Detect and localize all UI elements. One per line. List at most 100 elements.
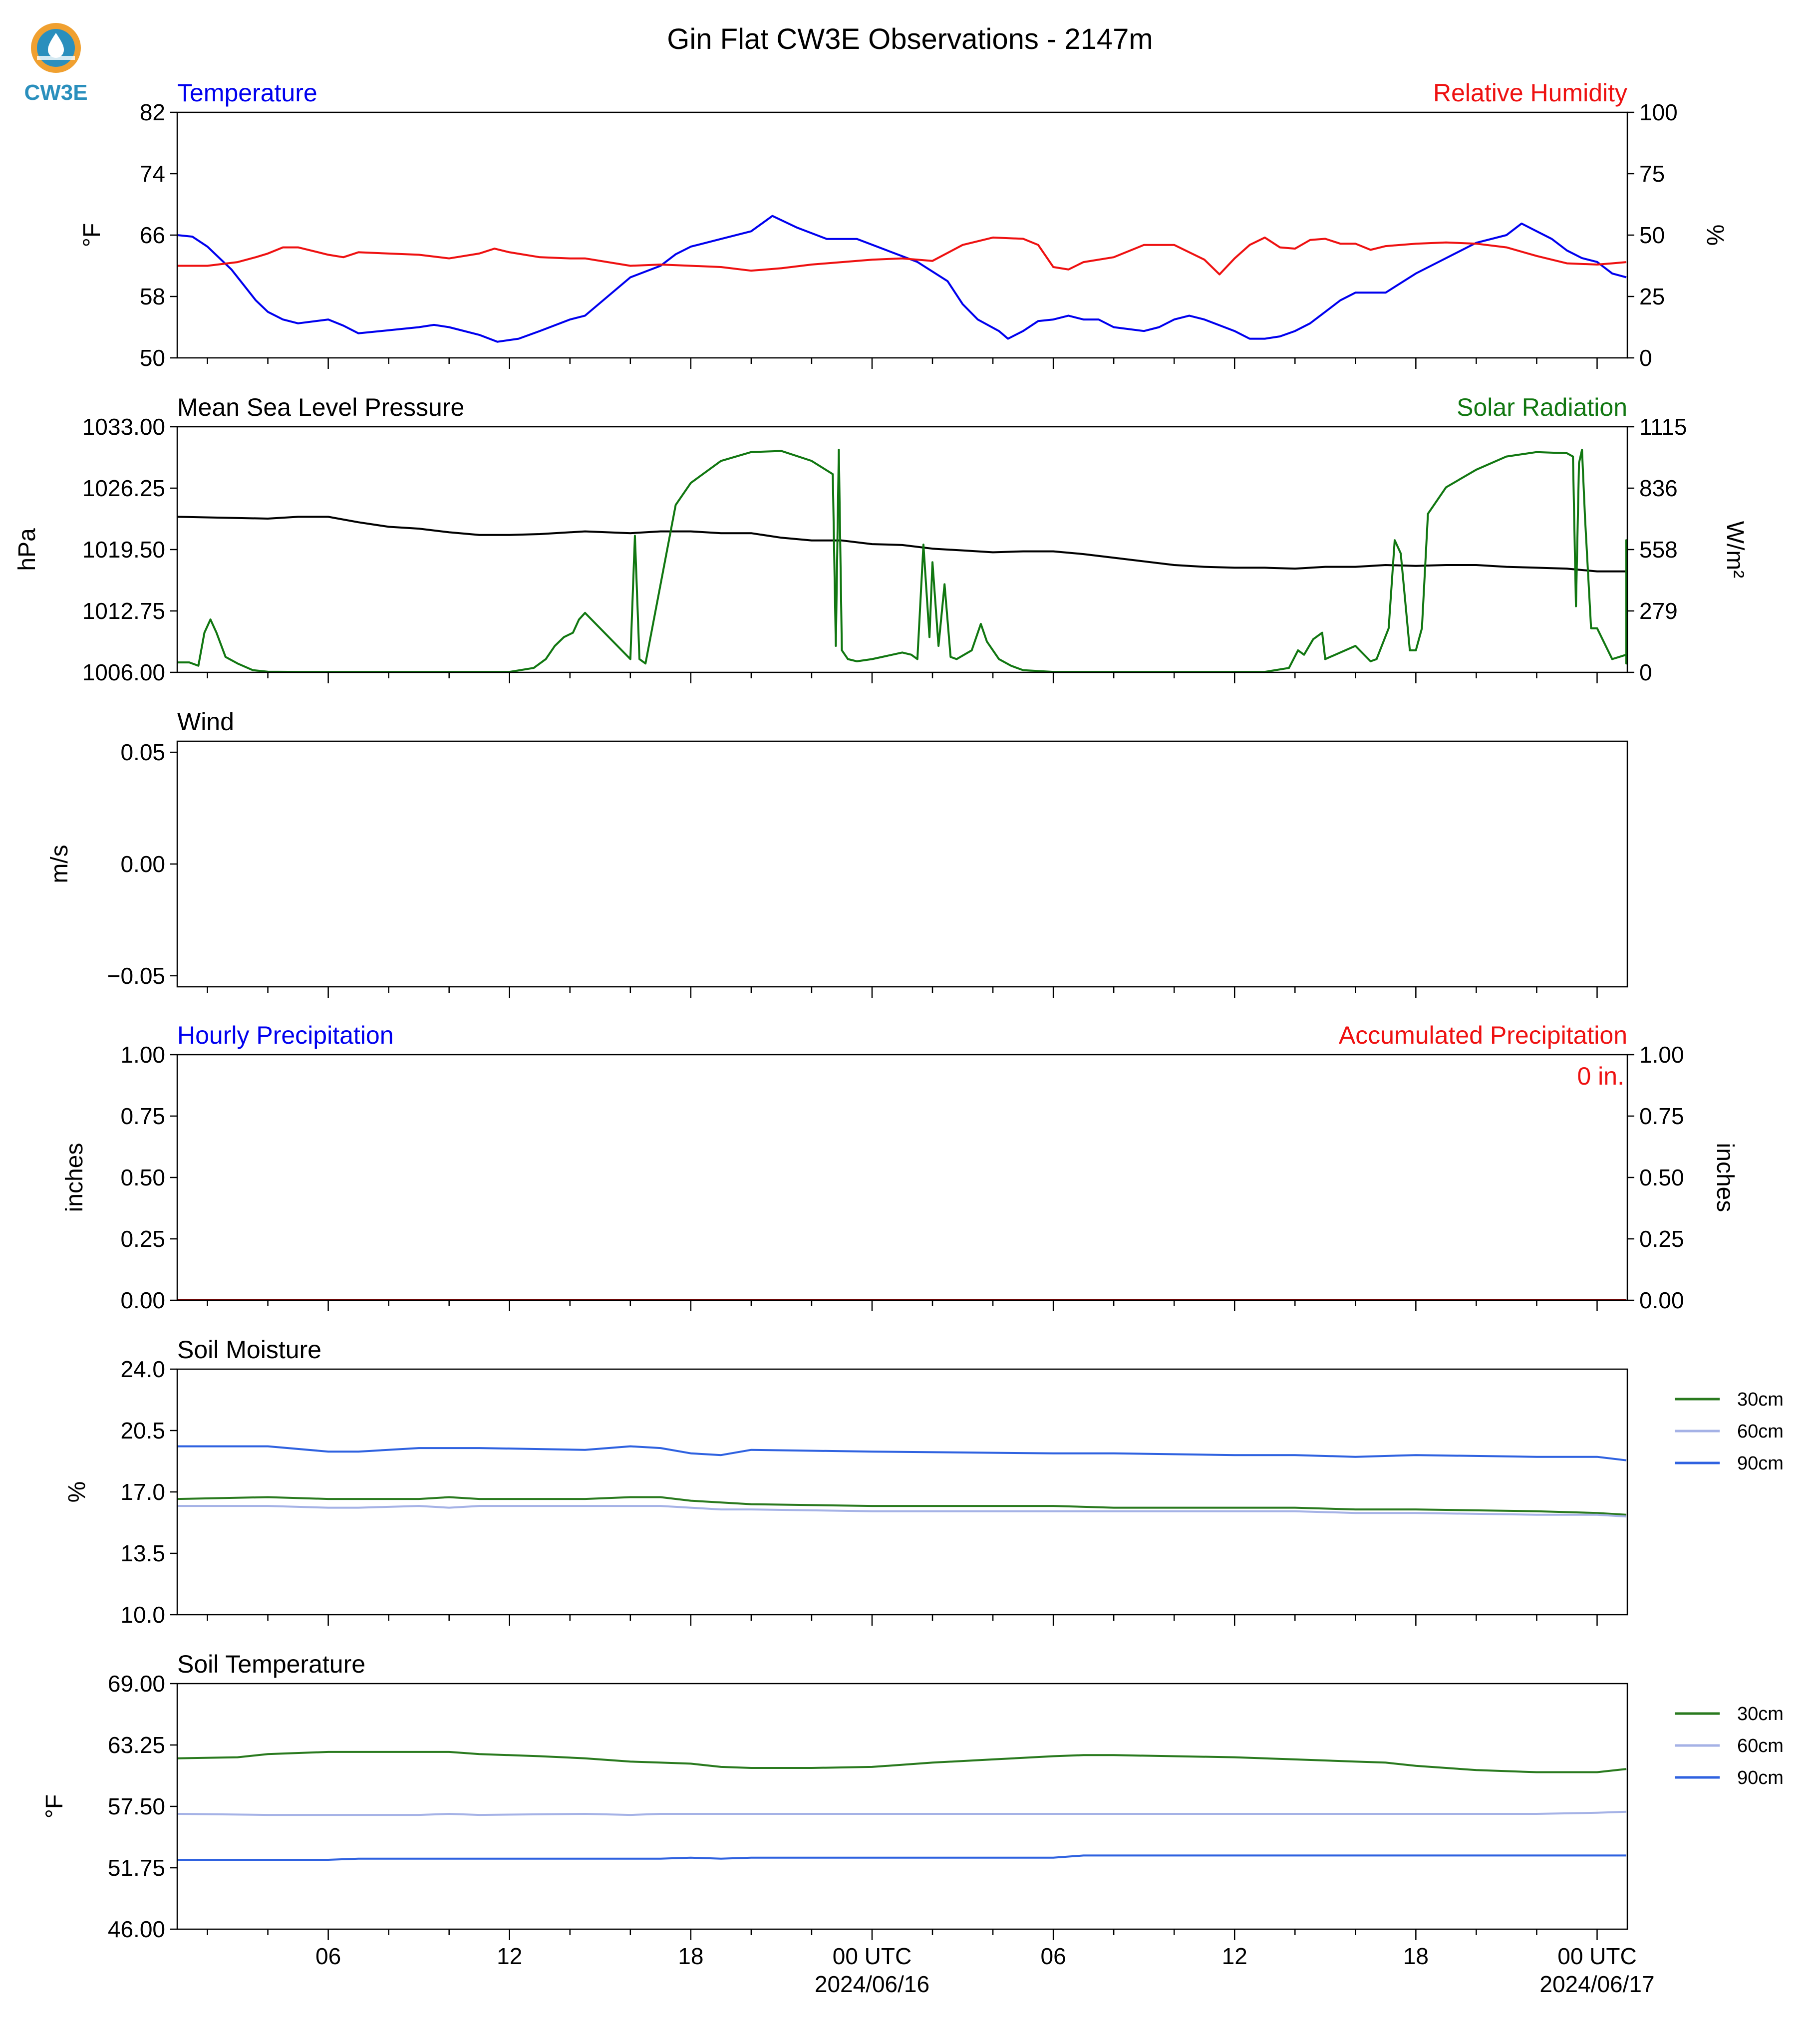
panel-title-left: Soil Temperature bbox=[177, 1650, 365, 1678]
x-tick-label: 00 UTC bbox=[833, 1943, 911, 1969]
y-tick-label-right: 558 bbox=[1639, 537, 1678, 563]
y-axis-label-left: % bbox=[64, 1481, 90, 1503]
logo-wave-icon bbox=[37, 56, 75, 60]
x-date-label: 2024/06/16 bbox=[815, 1971, 929, 1997]
y-tick-label-left: 17.0 bbox=[120, 1479, 165, 1505]
y-tick-label-left: 50 bbox=[140, 345, 165, 371]
panel-title-left: Soil Moisture bbox=[177, 1336, 321, 1364]
water-drop-icon bbox=[48, 33, 64, 58]
y-tick-label-left: 10.0 bbox=[120, 1602, 165, 1628]
y-tick-label-left: 82 bbox=[140, 99, 165, 125]
y-axis-label-left: °F bbox=[41, 1794, 68, 1819]
plot-frame bbox=[176, 1683, 1628, 1930]
legend-label-30cm: 30cm bbox=[1737, 1704, 1784, 1725]
y-axis-label-right: % bbox=[1702, 225, 1728, 246]
y-tick-label-left: 1012.75 bbox=[82, 598, 165, 624]
y-tick-label-left: 46.00 bbox=[108, 1916, 165, 1942]
plot-frame bbox=[176, 1054, 1628, 1301]
y-tick-label-left: 0.75 bbox=[120, 1103, 165, 1129]
series-line-mean-sea-level-pressure bbox=[177, 516, 1626, 573]
y-axis-label-left: inches bbox=[61, 1143, 88, 1212]
panel-title-left: Hourly Precipitation bbox=[177, 1021, 394, 1049]
y-tick-label-right: 1115 bbox=[1639, 414, 1687, 440]
y-tick-label-right: 279 bbox=[1639, 598, 1678, 624]
legend-label-60cm: 60cm bbox=[1737, 1421, 1784, 1442]
accumulated-total-annotation: 0 in. bbox=[1577, 1062, 1624, 1090]
plot-frame bbox=[176, 740, 1628, 988]
y-tick-label-left: 0.00 bbox=[120, 851, 165, 877]
y-tick-label-left: 1.00 bbox=[120, 1042, 165, 1068]
series-line-relative-humidity bbox=[177, 236, 1627, 276]
panel-title-left: Wind bbox=[177, 708, 234, 736]
series-line-solar-radiation bbox=[177, 449, 1627, 673]
y-tick-label-right: 50 bbox=[1639, 222, 1665, 248]
series-line-30cm bbox=[177, 1750, 1627, 1773]
panel-title-right: Accumulated Precipitation bbox=[1339, 1021, 1627, 1049]
y-tick-label-right: 25 bbox=[1639, 284, 1665, 309]
y-tick-label-left: 0.00 bbox=[120, 1287, 165, 1313]
y-tick-label-right: 0.00 bbox=[1639, 1287, 1684, 1313]
y-tick-label-right: 0.50 bbox=[1639, 1164, 1684, 1190]
panel-3: 0.00 0.25 0.50 0.75 1.00 0.00 0.25 0.50 0.75 1.00… bbox=[61, 1021, 1738, 1313]
y-axis-label-left: °F bbox=[79, 223, 105, 248]
plot-frame bbox=[176, 111, 1628, 359]
panel-2: −0.05 0.00 0.05 Wind m/s bbox=[46, 708, 1628, 998]
chart-title: Gin Flat CW3E Observations - 2147m bbox=[667, 23, 1153, 55]
y-tick-label-right: 75 bbox=[1639, 161, 1665, 187]
y-tick-label-left: 74 bbox=[140, 161, 165, 187]
legend-label-60cm: 60cm bbox=[1737, 1736, 1784, 1756]
y-tick-label-left: 0.25 bbox=[120, 1226, 165, 1252]
y-tick-label-left: 24.0 bbox=[120, 1356, 165, 1382]
legend-label-90cm: 90cm bbox=[1737, 1453, 1784, 1474]
y-tick-label-right: 0 bbox=[1639, 659, 1652, 685]
legend-label-90cm: 90cm bbox=[1737, 1767, 1784, 1788]
y-tick-label-left: 51.75 bbox=[108, 1855, 165, 1881]
x-tick-label: 06 bbox=[1041, 1943, 1066, 1969]
y-tick-label-left: 0.50 bbox=[120, 1164, 165, 1190]
series-line-60cm bbox=[177, 1810, 1627, 1816]
panel-title-left: Temperature bbox=[177, 79, 317, 107]
legend-label-30cm: 30cm bbox=[1737, 1389, 1784, 1410]
panel-title-right: Solar Radiation bbox=[1457, 393, 1627, 421]
x-tick-label: 06 bbox=[315, 1943, 341, 1969]
x-tick-label: 12 bbox=[497, 1943, 522, 1969]
y-tick-label-left: 1019.50 bbox=[82, 537, 165, 563]
series-line-60cm bbox=[177, 1505, 1627, 1518]
y-tick-label-right: 0.25 bbox=[1639, 1226, 1684, 1252]
y-tick-label-left: 66 bbox=[140, 222, 165, 248]
y-tick-label-left: 1033.00 bbox=[82, 414, 165, 440]
y-tick-label-right: 1.00 bbox=[1639, 1042, 1684, 1068]
y-tick-label-left: 13.5 bbox=[120, 1540, 165, 1566]
panel-4: 10.0 13.5 17.0 20.5 24.0 Soil Moisture% 30cm 60… bbox=[64, 1336, 1784, 1628]
y-tick-label-left: 1026.25 bbox=[82, 475, 165, 501]
y-tick-label-left: 1006.00 bbox=[82, 659, 165, 685]
series-line-temperature bbox=[177, 215, 1627, 343]
panel-title-right: Relative Humidity bbox=[1433, 79, 1627, 107]
x-tick-label: 12 bbox=[1222, 1943, 1247, 1969]
plot-frame bbox=[176, 1368, 1628, 1616]
y-tick-label-left: 58 bbox=[140, 284, 165, 309]
y-axis-label-right: inches bbox=[1712, 1143, 1738, 1212]
y-tick-label-left: 57.50 bbox=[108, 1793, 165, 1819]
panel-5: 46.00 51.75 57.50 63.25 69.00 Soil Temperatur… bbox=[41, 1650, 1784, 1942]
plot-frame bbox=[176, 426, 1628, 673]
y-tick-label-left: 69.00 bbox=[108, 1671, 165, 1697]
y-tick-label-right: 0.75 bbox=[1639, 1103, 1684, 1129]
series-line-90cm bbox=[177, 1854, 1626, 1861]
panel-0: 50 58 66 74 82 0 25 50 75 100 Temperature Relative … bbox=[79, 79, 1728, 371]
y-tick-label-right: 100 bbox=[1639, 99, 1678, 125]
panel-1: 1006.00 1012.75 1019.50 1026.25 1033.00 0 279 5… bbox=[14, 393, 1748, 685]
y-tick-label-left: −0.05 bbox=[107, 963, 165, 989]
y-axis-label-left: m/s bbox=[46, 845, 73, 883]
y-tick-label-left: 63.25 bbox=[108, 1732, 165, 1758]
y-tick-label-left: 0.05 bbox=[120, 739, 165, 765]
panel-title-left: Mean Sea Level Pressure bbox=[177, 393, 464, 421]
y-tick-label-right: 0 bbox=[1639, 345, 1652, 371]
x-tick-label: 00 UTC bbox=[1557, 1943, 1636, 1969]
logo-text: CW3E bbox=[24, 80, 87, 105]
y-axis-label-right: W/m² bbox=[1722, 521, 1748, 579]
y-tick-label-right: 836 bbox=[1639, 475, 1678, 501]
cw3e-logo: CW3E bbox=[24, 23, 88, 105]
series-line-30cm bbox=[177, 1496, 1627, 1516]
